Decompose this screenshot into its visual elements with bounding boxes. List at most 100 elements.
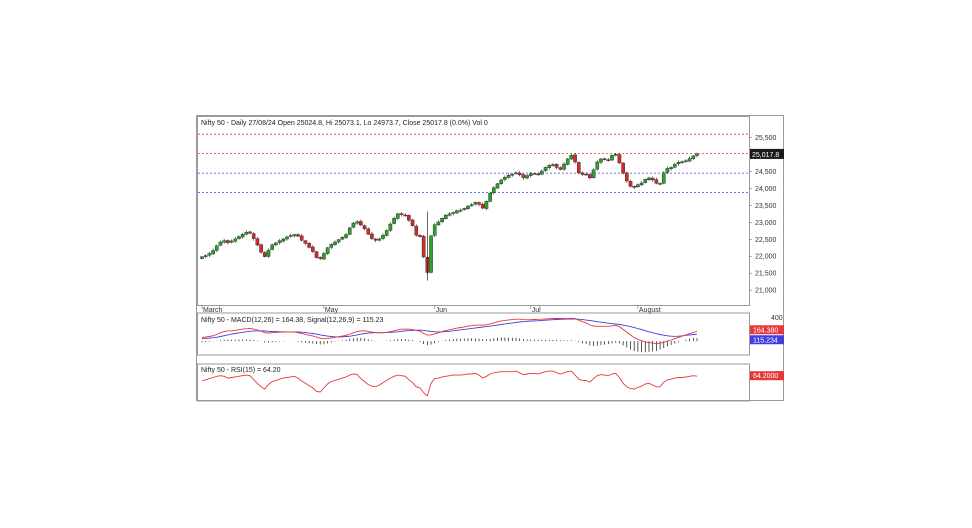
candle (432, 223, 437, 238)
candle-body (277, 240, 282, 244)
candle-body (558, 167, 563, 170)
candle-body (643, 179, 648, 183)
candle-body (403, 214, 407, 217)
candle (277, 238, 282, 245)
candle-body (362, 225, 367, 229)
candle-body (658, 183, 662, 185)
candle-body (484, 201, 489, 209)
candle (488, 192, 492, 203)
y-tick-label: 23,000 (755, 220, 777, 227)
candle-body (200, 256, 204, 259)
y-tick-label: 25,500 (755, 135, 777, 142)
y-tick-label: 24,500 (755, 169, 777, 176)
candle-body (384, 230, 389, 236)
candle-body (318, 257, 323, 259)
x-tick-label: Jul (532, 307, 541, 314)
candle (673, 162, 677, 169)
rsi-panel-border (197, 363, 750, 402)
candle (613, 152, 618, 157)
candle (447, 212, 452, 217)
candle-body (299, 235, 304, 241)
candle (418, 234, 422, 238)
candle (222, 238, 226, 244)
candle-body (395, 213, 400, 219)
candle (351, 221, 356, 229)
candle-body (296, 234, 300, 237)
y-tick-label: 24,000 (755, 186, 777, 193)
candle (421, 234, 426, 259)
candle-body (528, 173, 533, 176)
candle (325, 247, 330, 255)
rsi-plot: 7064.2000 (201, 370, 784, 397)
candle-body (244, 231, 249, 235)
candle (495, 182, 500, 189)
candle-body (214, 245, 219, 251)
y-tick-label: 22,000 (755, 254, 777, 261)
candle-body (650, 177, 655, 181)
candle (528, 171, 533, 178)
candle-body (351, 222, 356, 228)
candle-body (684, 160, 688, 162)
candle-body (218, 241, 223, 246)
rsi-value-badge (750, 371, 784, 381)
candle (266, 248, 271, 259)
candle-body (270, 244, 274, 250)
candle (691, 154, 696, 161)
candle-body (211, 250, 215, 255)
candle (687, 156, 692, 162)
candle (562, 162, 566, 171)
candle-body (388, 223, 393, 231)
candle (540, 169, 544, 175)
candle (314, 250, 319, 259)
price-x-axis: March May Jun Jul August (201, 305, 661, 314)
candle-body (222, 240, 226, 243)
candle-body (543, 167, 548, 171)
candle (362, 224, 367, 231)
candle (643, 178, 648, 184)
candle (292, 233, 297, 238)
candle-body (373, 238, 378, 241)
price-reference-lines (198, 133, 749, 193)
candle (514, 171, 518, 175)
candle-body (288, 235, 293, 237)
candle (469, 203, 474, 207)
candle (410, 218, 415, 227)
y-tick-label: 21,500 (755, 271, 777, 278)
candle (347, 227, 352, 236)
candle (329, 243, 334, 250)
macd-line (201, 317, 698, 344)
candle (584, 172, 588, 176)
candle-body (432, 224, 437, 236)
candle (628, 179, 633, 188)
candle (610, 154, 614, 161)
rsi-chart-title: Nifty 50 - RSI(15) = 64.20 (201, 367, 281, 374)
x-tick-label: March (203, 307, 223, 314)
candle (318, 256, 323, 261)
x-tick-label: August (639, 307, 661, 314)
macd-value-badge (750, 325, 784, 335)
candle-body (429, 235, 433, 273)
candle-body (639, 182, 644, 186)
candle (299, 234, 304, 242)
candle-body (695, 153, 699, 156)
candle (503, 175, 507, 182)
candle-body (285, 236, 289, 240)
candle-body (322, 253, 326, 260)
candle-body (621, 162, 625, 174)
candle-body (203, 255, 208, 258)
candle (525, 174, 529, 180)
candle-body (654, 179, 659, 184)
last-price-label: 25,017.8 (752, 152, 779, 159)
candle-body (451, 212, 455, 214)
candle-body (521, 174, 526, 178)
candle (639, 181, 644, 187)
candle (214, 244, 219, 253)
candle (373, 237, 378, 243)
candle (340, 236, 345, 241)
candle (576, 161, 581, 174)
candle-body (255, 238, 260, 246)
candle-body (240, 233, 245, 238)
candle (532, 172, 537, 175)
candle (547, 163, 552, 170)
y-tick-label: 21,000 (755, 288, 777, 295)
